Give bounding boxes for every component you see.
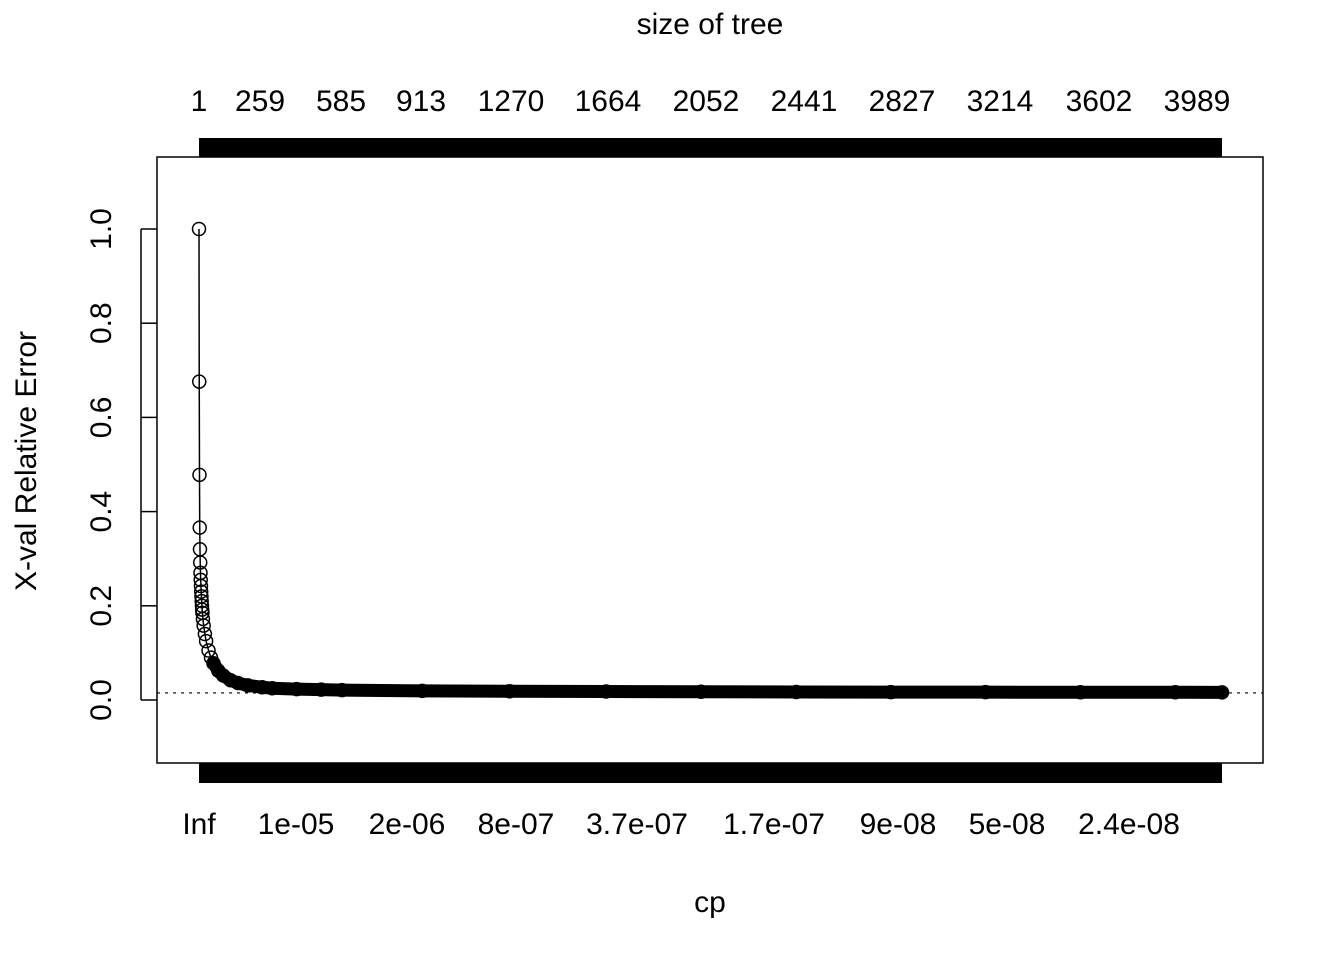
bottom-tick-label: 1.7e-07 — [723, 808, 825, 841]
top-tick-label: 2827 — [869, 85, 936, 118]
top-tick-label: 3989 — [1164, 85, 1231, 118]
top-tick-label: 3214 — [967, 85, 1034, 118]
data-point — [334, 682, 350, 698]
bottom-tick-label: 5e-08 — [969, 808, 1046, 841]
bottom-tick-label: 2e-06 — [369, 808, 446, 841]
data-point — [193, 578, 209, 594]
plot-frame — [156, 156, 1264, 764]
bottom-tick-label: 2.4e-08 — [1078, 808, 1180, 841]
data-point — [289, 681, 304, 697]
top-tick-label: 1664 — [575, 85, 642, 118]
top-tick-label: 1 — [191, 85, 208, 118]
data-point — [1167, 685, 1183, 700]
data-point — [192, 520, 207, 535]
data-point — [192, 467, 207, 483]
data-point — [1073, 684, 1088, 700]
data-point — [264, 680, 280, 696]
error-line — [198, 228, 1223, 694]
data-point — [1214, 685, 1230, 700]
data-point — [193, 584, 209, 599]
bottom-tick-label: 3.7e-07 — [586, 808, 688, 841]
top-tick-label: 2052 — [673, 85, 740, 118]
data-point — [789, 684, 804, 700]
data-point — [230, 675, 246, 691]
data-point — [201, 643, 216, 658]
data-point — [223, 672, 238, 688]
bottom-tick-label: 8e-07 — [478, 808, 555, 841]
y-tick-label: 0.4 — [85, 491, 118, 533]
bottom-tick-label: 9e-08 — [860, 808, 937, 841]
data-point — [598, 684, 614, 699]
data-point — [193, 572, 208, 588]
data-point — [198, 633, 214, 649]
top-axis-tick-band — [199, 138, 1222, 157]
top-tick-label: 585 — [316, 85, 366, 118]
data-point — [191, 374, 207, 389]
data-point — [693, 684, 709, 700]
data-point — [196, 618, 211, 633]
data-point — [191, 221, 207, 237]
y-tick-label: 0.2 — [85, 585, 118, 627]
data-point — [192, 555, 208, 570]
data-point — [240, 678, 255, 693]
overlapping-markers-band — [206, 656, 1229, 699]
data-point — [883, 684, 899, 700]
top-axis-title: size of tree — [637, 8, 784, 41]
data-point — [215, 668, 231, 683]
y-axis-title: X-val Relative Error — [10, 331, 43, 591]
data-point — [211, 663, 226, 679]
data-point — [978, 684, 993, 700]
data-point — [206, 656, 221, 671]
data-point — [313, 682, 329, 697]
data-point — [194, 593, 209, 609]
data-point — [197, 626, 213, 642]
top-tick-label: 2441 — [771, 85, 838, 118]
data-point — [254, 680, 270, 695]
data-point — [502, 684, 517, 699]
top-tick-label: 259 — [235, 85, 285, 118]
x-axis-title: cp — [694, 886, 726, 919]
data-point — [195, 611, 211, 627]
bottom-tick-label: Inf — [182, 808, 216, 841]
y-tick-label: 0.6 — [85, 397, 118, 439]
bottom-axis-tick-band — [199, 763, 1222, 783]
y-tick-label: 1.0 — [85, 208, 118, 250]
y-tick-label: 0.8 — [85, 302, 118, 344]
top-tick-label: 1270 — [478, 85, 545, 118]
y-tick-label: 0.0 — [85, 679, 118, 721]
top-tick-label: 913 — [396, 85, 446, 118]
bottom-tick-label: 1e-05 — [258, 808, 335, 841]
top-tick-label: 3602 — [1066, 85, 1133, 118]
data-point — [415, 683, 430, 699]
